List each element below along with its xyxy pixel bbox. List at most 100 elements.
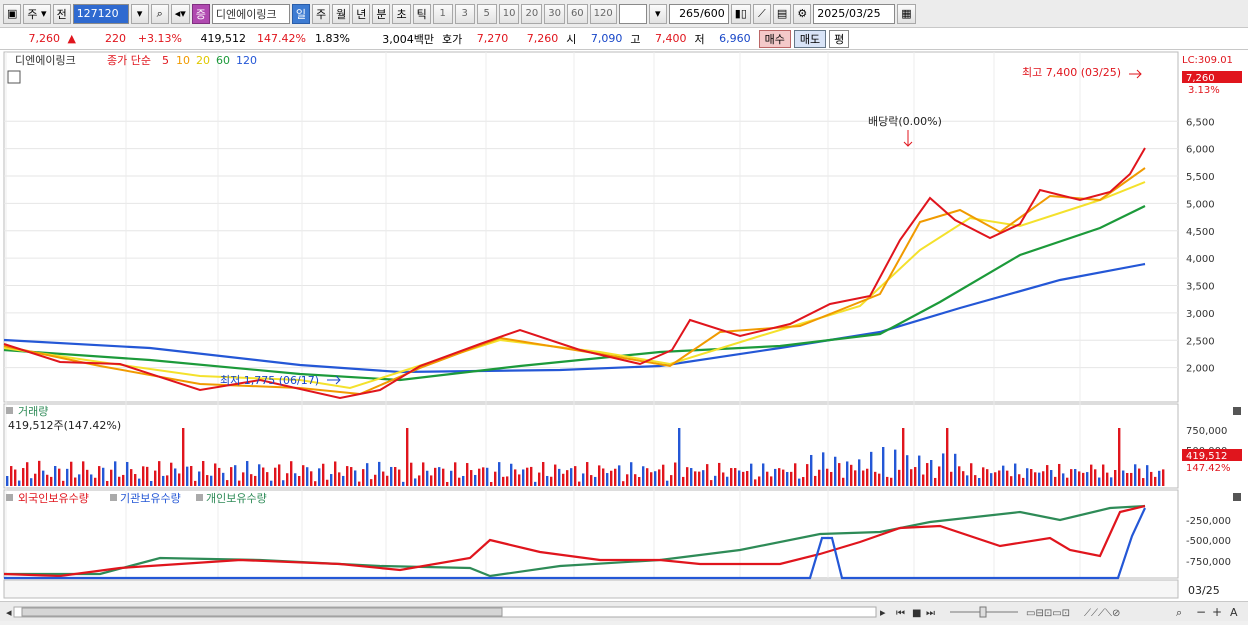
interval-60[interactable]: 60 bbox=[566, 3, 588, 24]
eval-button[interactable]: 평 bbox=[829, 29, 850, 48]
volume-bar bbox=[814, 475, 817, 486]
volume-bar bbox=[542, 462, 545, 486]
timeframe-minute[interactable]: 분 bbox=[372, 3, 391, 24]
zoom-in-icon[interactable]: + bbox=[1212, 605, 1222, 619]
sound-icon[interactable]: ◂▾ bbox=[170, 3, 190, 24]
volume-bar bbox=[826, 468, 829, 486]
volume-bar bbox=[202, 461, 205, 486]
date-input[interactable]: 2025/03/25 bbox=[813, 3, 896, 24]
volume-bar bbox=[662, 464, 665, 486]
volume-bar bbox=[586, 462, 589, 486]
scroll-left-icon[interactable]: ◂ bbox=[6, 606, 12, 619]
stop-icon[interactable]: ■ bbox=[912, 608, 921, 619]
interval-120[interactable]: 120 bbox=[589, 3, 617, 24]
ma-label: 종가 단순 bbox=[107, 54, 151, 67]
search-icon[interactable]: ⌕ bbox=[150, 3, 169, 24]
volume-bar bbox=[454, 462, 457, 486]
timeframe-day[interactable]: 일 bbox=[291, 3, 310, 24]
font-size-icon[interactable]: A bbox=[1230, 606, 1238, 619]
save-icon[interactable]: ▤ bbox=[772, 3, 792, 24]
buy-button[interactable]: 매수 bbox=[758, 29, 791, 48]
volume-bar bbox=[1034, 472, 1037, 486]
volume-bar bbox=[1118, 428, 1121, 486]
calendar-icon[interactable]: ▦ bbox=[897, 3, 916, 24]
price-pane-title: 디엔에이링크 bbox=[15, 54, 76, 67]
volume-bar bbox=[378, 461, 381, 486]
ma-120: 120 bbox=[236, 54, 257, 67]
trade-volume: 419,512 bbox=[200, 32, 247, 45]
interval-5[interactable]: 5 bbox=[476, 3, 497, 24]
volume-bar bbox=[118, 476, 121, 486]
volume-bar bbox=[1070, 469, 1073, 486]
volume-bar bbox=[346, 466, 349, 486]
holdings-individual-label: 개인보유수량 bbox=[206, 492, 267, 505]
stock-name-field: 디엔에이링크 bbox=[211, 3, 290, 24]
volume-bar bbox=[830, 471, 833, 486]
volume-bar bbox=[606, 473, 609, 486]
prev-button[interactable]: 전 bbox=[52, 3, 71, 24]
timeframe-month[interactable]: 월 bbox=[332, 3, 351, 24]
volume-bar bbox=[170, 462, 173, 486]
draw-line-icon[interactable]: ⟋ bbox=[752, 3, 771, 24]
volume-bar bbox=[302, 465, 305, 486]
high-label: 고 bbox=[630, 32, 641, 46]
candle-icon[interactable]: ▮▯ bbox=[730, 3, 751, 24]
timeframe-week[interactable]: 주 bbox=[311, 3, 331, 24]
interval-10[interactable]: 10 bbox=[498, 3, 520, 24]
volume-bar bbox=[690, 468, 693, 486]
rewind-icon[interactable]: ⏮ bbox=[896, 608, 905, 619]
volume-bar bbox=[1050, 470, 1053, 486]
volume-bar bbox=[490, 481, 493, 486]
volume-pane-close-icon[interactable] bbox=[1233, 407, 1241, 415]
volume-bar bbox=[838, 463, 841, 486]
interval-custom-input[interactable] bbox=[618, 3, 647, 24]
volume-bar bbox=[218, 467, 221, 486]
sell-button[interactable]: 매도 bbox=[793, 29, 827, 48]
volume-bar bbox=[1126, 472, 1129, 486]
period-type-select[interactable]: 주 ▾ bbox=[23, 3, 51, 24]
draw-tools-icon[interactable]: ⟋⟋⟋⟍⊘ bbox=[1084, 608, 1120, 619]
volume-bar bbox=[198, 471, 201, 486]
chart-area[interactable]: 6,500 6,000 5,500 5,000 4,500 4,000 3,500 3,000… bbox=[0, 50, 1248, 601]
zoom-out-icon[interactable]: − bbox=[1196, 605, 1206, 619]
gear-icon[interactable]: ⚙ bbox=[793, 3, 812, 24]
interval-3[interactable]: 3 bbox=[454, 3, 475, 24]
timeframe-year[interactable]: 년 bbox=[352, 3, 371, 24]
volume-bar bbox=[738, 470, 741, 486]
interval-dropdown-icon[interactable]: ▾ bbox=[648, 3, 667, 24]
interval-1[interactable]: 1 bbox=[432, 3, 453, 24]
price-tick-label: 3,000 bbox=[1186, 309, 1215, 320]
volume-bar bbox=[558, 468, 561, 486]
interval-30[interactable]: 30 bbox=[544, 3, 565, 24]
interval-20[interactable]: 20 bbox=[521, 3, 543, 24]
holdings-pane-close-icon[interactable] bbox=[1233, 493, 1241, 501]
volume-bar bbox=[418, 475, 421, 486]
layout-icon[interactable]: ▭⊟⊡▭⊡ bbox=[1026, 608, 1070, 619]
volume-bar bbox=[754, 479, 757, 486]
timeframe-tick[interactable]: 틱 bbox=[412, 3, 431, 24]
timeframe-second[interactable]: 초 bbox=[392, 3, 411, 24]
page-count-field[interactable]: 265/600 bbox=[668, 3, 729, 24]
holdings-foreign-label: 외국인보유수량 bbox=[18, 492, 89, 505]
window-icon[interactable]: ▣ bbox=[3, 3, 22, 24]
volume-bar bbox=[46, 474, 49, 486]
code-dropdown-icon[interactable]: ▾ bbox=[130, 3, 149, 24]
search-zoom-icon[interactable]: ⌕ bbox=[1176, 606, 1182, 619]
volume-bar bbox=[430, 475, 433, 486]
zoom-slider-handle[interactable] bbox=[979, 606, 987, 618]
volume-bar bbox=[74, 477, 77, 486]
scrollbar-thumb[interactable] bbox=[21, 607, 503, 617]
volume-bar bbox=[974, 475, 977, 486]
table-icon[interactable] bbox=[7, 70, 21, 84]
price-tick-label: 6,000 bbox=[1186, 145, 1215, 156]
volume-bar bbox=[634, 474, 637, 486]
scroll-right-icon[interactable]: ▸ bbox=[880, 606, 886, 619]
volume-bar bbox=[1046, 465, 1049, 486]
volume-bar bbox=[802, 477, 805, 486]
volume-bar bbox=[1154, 476, 1157, 486]
chart-canvas[interactable]: 6,500 6,000 5,500 5,000 4,500 4,000 3,500 3,000… bbox=[0, 50, 1248, 601]
volume-bar bbox=[326, 479, 329, 486]
volume-bar bbox=[878, 473, 881, 486]
stock-code-input[interactable]: 127120 bbox=[72, 3, 129, 24]
forward-icon[interactable]: ⏭ bbox=[926, 608, 935, 619]
